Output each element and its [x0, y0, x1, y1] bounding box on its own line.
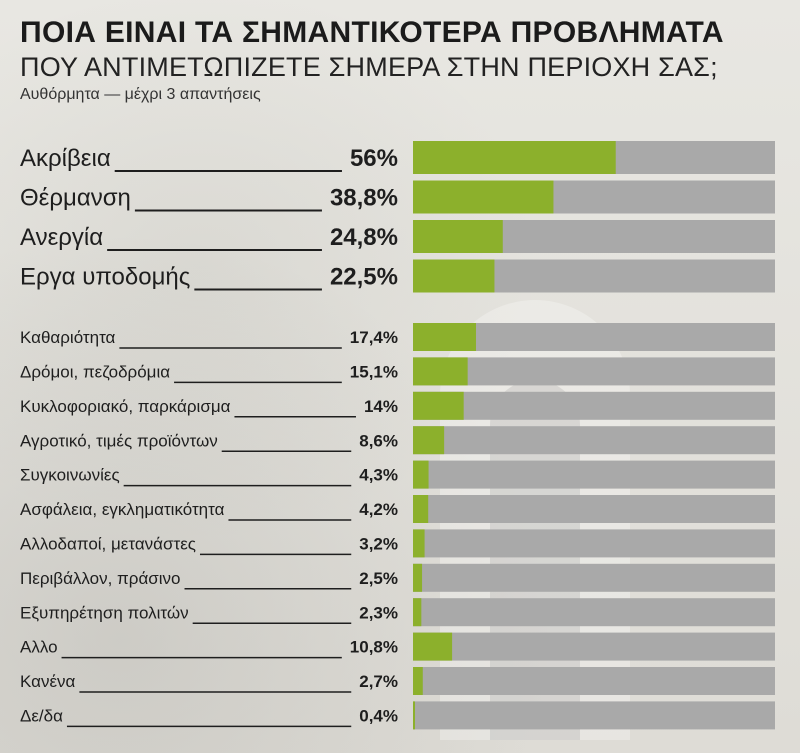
category-label: Εξυπηρέτηση πολιτών	[20, 603, 189, 622]
value-label: 3,2%	[359, 535, 398, 554]
bar-track	[413, 460, 775, 489]
value-label: 0,4%	[359, 707, 398, 726]
value-label: 15,1%	[350, 363, 398, 382]
bar	[413, 426, 445, 455]
bar-track	[413, 667, 775, 695]
value-label: 4,2%	[359, 500, 398, 519]
bar	[413, 323, 476, 351]
bar	[413, 529, 425, 558]
value-label: 17,4%	[350, 328, 398, 347]
category-label: Καθαριότητα	[20, 328, 116, 347]
bar-track	[413, 391, 775, 420]
bar	[413, 598, 422, 627]
bar	[413, 632, 453, 661]
bar-track	[413, 598, 775, 627]
value-label: 22,5%	[330, 264, 398, 291]
value-label: 4,3%	[359, 466, 398, 485]
value-label: 38,8%	[330, 185, 398, 212]
chart-title: ΠΟΙΑ ΕΙΝΑΙ ΤΑ ΣΗΜΑΝΤΙΚΟΤΕΡΑ ΠΡΟΒΛΗΜΑΤΑ	[20, 16, 724, 49]
category-label: Κυκλοφοριακό, παρκάρισμα	[20, 397, 231, 416]
chart-note: Αυθόρμητα — μέχρι 3 απαντήσεις	[20, 86, 261, 103]
category-label: Συγκοινωνίες	[20, 466, 120, 485]
category-label: Εργα υποδομής	[20, 264, 190, 291]
bar	[413, 391, 464, 420]
category-label: Αλλο	[20, 638, 58, 657]
bar	[413, 563, 423, 592]
bar	[413, 180, 554, 214]
category-label: Αγροτικό, τιμές προϊόντων	[20, 431, 218, 450]
value-label: 10,8%	[350, 638, 398, 657]
category-label: Δε/δα	[20, 707, 63, 726]
bar	[413, 357, 468, 386]
value-label: 8,6%	[359, 431, 398, 450]
category-label: Κανένα	[20, 672, 76, 691]
bar	[413, 220, 503, 253]
value-label: 14%	[364, 397, 398, 416]
bar	[413, 460, 429, 489]
category-label: Περιβάλλον, πράσινο	[20, 569, 181, 588]
value-label: 2,3%	[359, 603, 398, 622]
value-label: 2,5%	[359, 569, 398, 588]
category-label: Ανεργία	[20, 224, 103, 251]
bar-track	[413, 632, 775, 661]
category-label: Αλλοδαποί, μετανάστες	[20, 535, 196, 554]
bar-track	[413, 529, 775, 558]
bar-track	[413, 701, 775, 730]
bar	[413, 141, 616, 174]
value-label: 24,8%	[330, 224, 398, 251]
bar	[413, 667, 423, 695]
value-label: 2,7%	[359, 672, 398, 691]
bar-track	[413, 495, 775, 523]
bar-track	[413, 563, 775, 592]
category-label: Δρόμοι, πεζοδρόμια	[20, 363, 170, 382]
bar	[413, 701, 415, 730]
category-label: Ακρίβεια	[20, 145, 111, 172]
bar	[413, 495, 429, 523]
category-label: Θέρμανση	[20, 185, 131, 212]
category-label: Ασφάλεια, εγκληματικότητα	[20, 500, 225, 519]
bar-track	[413, 426, 775, 455]
chart-subtitle: ΠΟΥ ΑΝΤΙΜΕΤΩΠΙΖΕΤΕ ΣΗΜΕΡΑ ΣΤΗΝ ΠΕΡΙΟΧΗ Σ…	[20, 52, 718, 82]
bar-track	[413, 357, 775, 386]
bar	[413, 259, 495, 293]
value-label: 56%	[350, 145, 398, 172]
